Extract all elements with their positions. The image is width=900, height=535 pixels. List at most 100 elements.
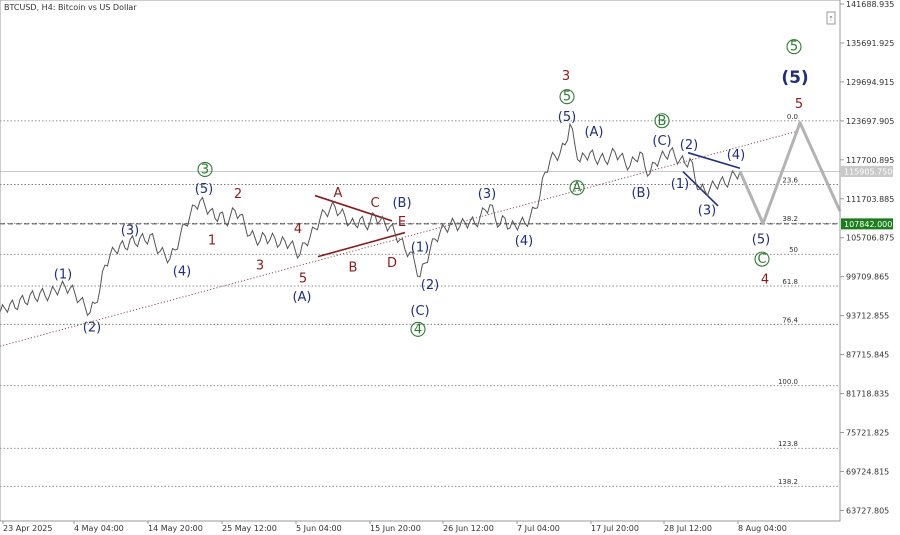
wave-label: E: [398, 215, 406, 230]
fib-level-label: 100.0: [778, 378, 798, 386]
wave-label: B: [654, 113, 670, 129]
fib-level-label: 0.0: [787, 113, 798, 121]
wave-label-text: (1): [411, 240, 429, 255]
price-tick-label: 105706.875: [846, 234, 894, 243]
wave-label: B: [349, 261, 358, 276]
panel-toggle-button[interactable]: ⇡: [826, 11, 836, 25]
wave-label-circle: [569, 180, 585, 196]
wave-label: (3): [478, 187, 496, 202]
wave-label: 3: [562, 69, 570, 84]
wave-label-text: (5): [752, 233, 770, 248]
wave-label-text: B: [349, 261, 358, 276]
fib-level-label: 23.6: [782, 177, 798, 185]
fib-level-label: 138.2: [778, 478, 798, 486]
wave-label: A: [569, 180, 585, 196]
price-tick-label: 117700.895: [846, 156, 894, 165]
wave-label: (C): [652, 134, 671, 149]
time-tick-label: 4 May 04:00: [74, 524, 124, 533]
projection-path: [738, 121, 842, 225]
fib-level-label: 38.2: [782, 215, 798, 223]
wave-label-text: 5: [790, 40, 798, 55]
price-tick-label: 81718.835: [846, 390, 889, 399]
price-tick-label: 93712.855: [846, 312, 889, 321]
wave-label-text: 4: [294, 222, 302, 237]
price-tick-label: 69724.815: [846, 467, 889, 476]
target-price-tag: 107842.000: [841, 218, 893, 230]
wave-label-circle: [559, 89, 575, 105]
wave-label: (2): [421, 278, 439, 293]
chart-title: BTCUSD, H4: Bitcoin vs US Dollar: [4, 3, 137, 12]
price-tick-label: 135691.925: [846, 39, 894, 48]
fibonacci-levels: 0.0 23.6 38.2 50 61.8 76.4 100.0 123.8 138.2: [0, 113, 840, 487]
wave-label-text: 3: [562, 69, 570, 84]
fib-level-label: 50: [789, 246, 798, 254]
wave-label-text: (5): [781, 68, 808, 88]
fib-level-label: 61.8: [782, 278, 798, 286]
wave-label-text: (5): [558, 110, 576, 125]
price-tick-label: 87715.845: [846, 351, 889, 360]
wave-label: (A): [292, 290, 311, 305]
wave-label-text: D: [387, 256, 397, 271]
wave-label: 5: [299, 272, 307, 287]
wave-label-text: (5): [195, 182, 213, 197]
time-tick-label: 8 Aug 04:00: [738, 524, 787, 533]
trendline-wedge-top: [687, 151, 741, 170]
wave-label-text: (C): [652, 134, 671, 149]
wave-label-text: A: [573, 181, 582, 196]
wave-label: 5: [786, 39, 802, 55]
wave-label: (3): [121, 224, 139, 239]
wave-label: 4: [410, 321, 426, 337]
price-series-line: [0, 122, 741, 317]
wave-label-text: (4): [727, 148, 745, 163]
time-tick-label: 7 Jul 04:00: [517, 524, 560, 533]
price-axis: 141688.935 135691.925 129694.915 123697.905…: [840, 0, 894, 515]
wave-label: 4: [761, 272, 769, 287]
wave-label-text: (B): [392, 196, 411, 211]
wave-label: D: [387, 256, 397, 271]
wave-label-text: 1: [208, 233, 216, 248]
time-tick-label: 28 Jul 12:00: [664, 524, 712, 533]
wave-label: (2): [680, 138, 698, 153]
time-tick-label: 17 Jul 20:00: [591, 524, 639, 533]
wave-label-text: 3: [256, 259, 264, 274]
wave-label: (4): [727, 148, 745, 163]
time-tick-label: 14 May 20:00: [148, 524, 203, 533]
wave-label: (B): [392, 196, 411, 211]
wave-label-text: (1): [54, 268, 72, 283]
wave-label-text: (2): [421, 278, 439, 293]
wave-label-text: (2): [83, 320, 101, 335]
wave-label-text: (4): [173, 264, 191, 279]
trendline-triangle-top: [314, 194, 393, 222]
wave-label-text: 4: [414, 322, 422, 337]
wave-label: 2: [234, 187, 242, 202]
wave-label-text: 3: [201, 162, 209, 177]
wave-label-circle: [654, 113, 670, 129]
wave-label: (A): [584, 125, 603, 140]
wave-label: C: [370, 196, 379, 211]
wave-label-text: (B): [631, 186, 650, 201]
current-price-tag: 115905.750: [841, 165, 893, 177]
wave-label-text: 4: [761, 272, 769, 287]
wave-label: (5): [195, 182, 213, 197]
price-tick-label: 123697.905: [846, 117, 894, 126]
current-price-tag-label: 115905.750: [844, 167, 892, 176]
price-tick-label: 141688.935: [846, 0, 894, 9]
wave-label: (4): [515, 234, 533, 249]
wave-label: 3: [197, 161, 213, 177]
wave-label-text: (A): [292, 290, 311, 305]
wave-label-text: (C): [410, 304, 429, 319]
time-tick-label: 23 Apr 2025: [3, 524, 52, 533]
wave-label: (1): [411, 240, 429, 255]
wave-label-circle: [410, 321, 426, 337]
time-tick-label: 26 Jun 12:00: [443, 524, 494, 533]
wave-label: 4: [294, 222, 302, 237]
wave-label: 3: [256, 259, 264, 274]
wave-label-text: (3): [478, 187, 496, 202]
wave-label: (B): [631, 186, 650, 201]
wave-label-text: A: [334, 186, 343, 201]
wave-label: (4): [173, 264, 191, 279]
target-price-tag-bg: [841, 218, 893, 230]
current-price-tag-bg: [841, 165, 893, 177]
wave-label-text: (3): [698, 203, 716, 218]
price-tick-label: 111703.885: [846, 195, 894, 204]
